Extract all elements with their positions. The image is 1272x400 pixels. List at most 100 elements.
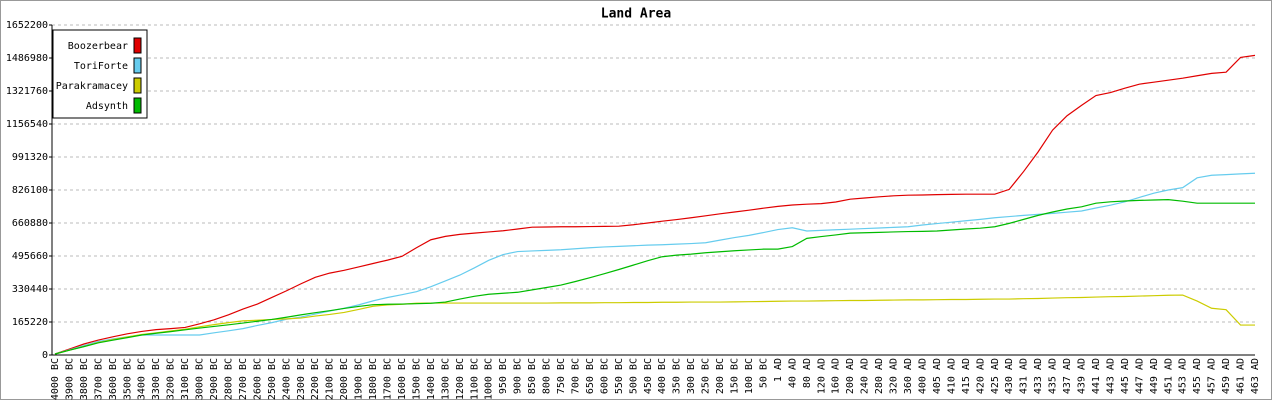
y-tick-label: 1321760 — [6, 86, 48, 97]
x-tick-label: 420 AD — [975, 358, 986, 394]
x-tick-label: 320 AD — [889, 358, 900, 394]
x-tick-label: 3500 BC — [122, 358, 133, 400]
x-tick-label: 850 BC — [527, 358, 538, 394]
legend-swatch — [133, 97, 142, 114]
x-tick-label: 447 AD — [1134, 358, 1145, 394]
legend-swatch — [133, 57, 142, 74]
x-tick-label: 280 AD — [874, 358, 885, 394]
x-tick-label: 1300 BC — [440, 358, 451, 400]
x-tick-label: 405 AD — [932, 358, 943, 394]
x-tick-label: 2700 BC — [238, 358, 249, 400]
x-tick-label: 250 BC — [701, 358, 712, 394]
x-tick-label: 1200 BC — [455, 358, 466, 400]
y-tick-label: 330440 — [12, 284, 48, 295]
x-tick-label: 160 AD — [831, 358, 842, 394]
x-tick-label: 950 BC — [498, 358, 509, 394]
x-tick-label: 150 BC — [730, 358, 741, 394]
x-tick-label: 120 AD — [816, 358, 827, 394]
x-tick-label: 550 BC — [614, 358, 625, 394]
x-tick-label: 80 AD — [802, 358, 813, 388]
x-tick-label: 433 AD — [1033, 358, 1044, 394]
x-tick-label: 300 BC — [686, 358, 697, 394]
x-tick-label: 1600 BC — [397, 358, 408, 400]
x-tick-label: 800 BC — [542, 358, 553, 394]
x-tick-label: 1100 BC — [469, 358, 480, 400]
x-tick-label: 3000 BC — [195, 358, 206, 400]
x-tick-label: 455 AD — [1192, 358, 1203, 394]
x-tick-label: 463 AD — [1250, 358, 1261, 394]
x-tick-label: 360 AD — [903, 358, 914, 394]
x-tick-label: 650 BC — [585, 358, 596, 394]
x-tick-label: 2100 BC — [325, 358, 336, 400]
x-tick-label: 441 AD — [1091, 358, 1102, 394]
y-tick-label: 1486980 — [6, 53, 48, 64]
x-tick-label: 900 BC — [513, 358, 524, 394]
x-tick-label: 461 AD — [1236, 358, 1247, 394]
series-line — [54, 172, 1256, 355]
x-tick-label: 2500 BC — [267, 358, 278, 400]
y-tick-label: 991320 — [12, 152, 48, 163]
x-tick-label: 430 AD — [1004, 358, 1015, 394]
x-tick-label: 1500 BC — [411, 358, 422, 400]
legend-label: ToriForte — [74, 61, 128, 72]
y-tick-label: 495660 — [12, 251, 48, 262]
x-tick-label: 3700 BC — [93, 358, 104, 400]
x-tick-label: 2000 BC — [339, 358, 350, 400]
x-tick-label: 451 AD — [1163, 358, 1174, 394]
x-tick-label: 457 AD — [1207, 358, 1218, 394]
y-tick-label: 1652200 — [6, 20, 48, 31]
legend-label: Parakramacey — [56, 81, 128, 92]
y-tick-label: 0 — [42, 350, 48, 361]
x-tick-label: 350 BC — [672, 358, 683, 394]
legend-label: Boozerbear — [68, 41, 128, 52]
x-tick-label: 425 AD — [990, 358, 1001, 394]
x-tick-label: 4000 BC — [50, 358, 61, 400]
series-line — [54, 199, 1255, 355]
x-tick-label: 459 AD — [1221, 358, 1232, 394]
x-tick-label: 3400 BC — [137, 358, 148, 400]
x-tick-label: 3100 BC — [180, 358, 191, 400]
y-tick-label: 826100 — [12, 185, 48, 196]
x-tick-label: 1 AD — [773, 358, 784, 382]
y-tick-label: 1156540 — [6, 119, 48, 130]
series-line — [54, 294, 1255, 355]
x-tick-label: 449 AD — [1149, 358, 1160, 394]
x-tick-label: 3800 BC — [79, 358, 90, 400]
x-tick-label: 431 AD — [1019, 358, 1030, 394]
x-tick-label: 600 BC — [599, 358, 610, 394]
x-tick-label: 1800 BC — [368, 358, 379, 400]
x-tick-label: 2600 BC — [252, 358, 263, 400]
x-tick-label: 100 BC — [744, 358, 755, 394]
x-tick-label: 3300 BC — [151, 358, 162, 400]
chart-title: Land Area — [601, 7, 672, 22]
x-tick-label: 400 AD — [917, 358, 928, 394]
x-tick-label: 2400 BC — [281, 358, 292, 400]
x-tick-label: 700 BC — [570, 358, 581, 394]
x-tick-label: 1400 BC — [426, 358, 437, 400]
x-tick-label: 415 AD — [961, 358, 972, 394]
x-tick-label: 2900 BC — [209, 358, 220, 400]
x-tick-label: 410 AD — [946, 358, 957, 394]
legend-box — [52, 29, 148, 119]
x-tick-label: 1000 BC — [484, 358, 495, 400]
x-tick-label: 40 AD — [787, 358, 798, 388]
x-tick-label: 450 BC — [643, 358, 654, 394]
x-tick-label: 445 AD — [1120, 358, 1131, 394]
x-tick-label: 453 AD — [1178, 358, 1189, 394]
x-tick-label: 435 AD — [1048, 358, 1059, 394]
x-tick-label: 443 AD — [1105, 358, 1116, 394]
x-tick-label: 3600 BC — [108, 358, 119, 400]
x-tick-label: 2800 BC — [223, 358, 234, 400]
legend: Boozerbear ToriForte Parakramacey Adsynth — [52, 29, 148, 119]
y-tick-label: 165220 — [12, 317, 48, 328]
x-tick-label: 3900 BC — [64, 358, 75, 400]
y-tick-label: 660880 — [12, 218, 48, 229]
x-tick-label: 437 AD — [1062, 358, 1073, 394]
x-tick-label: 2300 BC — [296, 358, 307, 400]
x-tick-label: 750 BC — [556, 358, 567, 394]
series-line — [54, 54, 1256, 355]
x-tick-label: 2200 BC — [310, 358, 321, 400]
x-tick-label: 439 AD — [1077, 358, 1088, 394]
